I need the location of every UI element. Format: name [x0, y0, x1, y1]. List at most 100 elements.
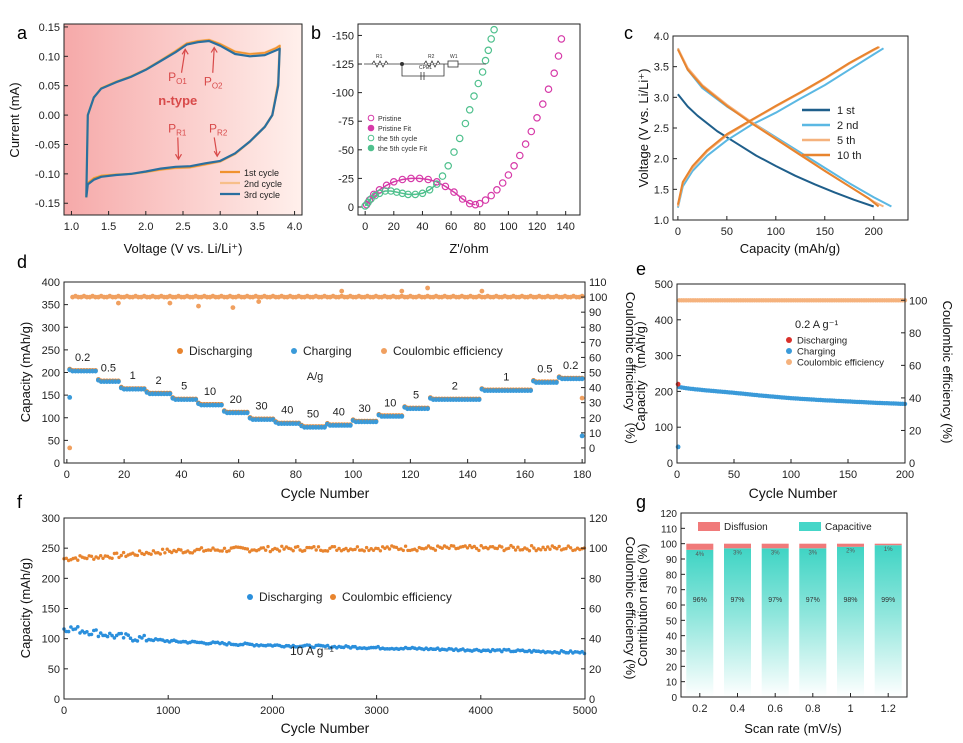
series-line-3rd-cycle [85, 39, 281, 198]
x-tick-label: 80 [290, 469, 302, 481]
legend-label: the 5th cycle [378, 136, 417, 143]
legend-label: Charging [303, 344, 352, 358]
panel-letter-f: f [17, 492, 23, 512]
charge-point-outlier [579, 433, 585, 439]
discharge-point [112, 636, 117, 640]
y-tick-label-right: 100 [589, 292, 607, 304]
efficiency-point [511, 545, 515, 549]
efficiency-point [415, 549, 419, 553]
y-tick-label: -0.05 [35, 139, 60, 151]
efficiency-point [376, 546, 380, 551]
circuit-label: CPE1 [419, 65, 432, 71]
panel-c-charge-discharge-curves: 0 50 100 150 200 1.0 1.5 2.0 2.5 3.0 3.5 4.0 Capacit… [636, 31, 909, 256]
rate-label: 50 [307, 408, 319, 420]
panel-letter-a: a [17, 23, 28, 43]
efficiency-point [277, 549, 282, 553]
pristine-point [510, 162, 518, 170]
y-tick-label-right: 100 [909, 295, 927, 307]
legend-marker [381, 348, 387, 354]
charge-point [347, 423, 353, 428]
rate-label: 1 [503, 372, 509, 384]
x-axis-label: Scan rate (mV/s) [744, 721, 842, 736]
y-tick-label-right: 20 [589, 413, 601, 425]
discharge-point [98, 631, 103, 635]
x-tick-label: 150 [839, 469, 857, 481]
efficiency-point [96, 556, 101, 560]
charge-point [425, 406, 430, 412]
efficiency-point [543, 547, 548, 552]
diffusion-bar [761, 543, 789, 549]
y-tick-label: 250 [42, 543, 60, 555]
charge-point [579, 376, 585, 382]
charge-point-outlier [67, 395, 73, 400]
efficiency-point [165, 547, 169, 551]
y-tick-label-right: 70 [589, 337, 601, 349]
y-tick-label: 350 [42, 300, 60, 312]
legend-label: Coulombic efficiency [393, 344, 503, 358]
series-line-2nd [676, 47, 885, 208]
plot-frame [676, 283, 906, 464]
efficiency-point [220, 549, 224, 553]
pristine-point [407, 174, 415, 183]
rate-label: 0.2 [75, 352, 90, 364]
cycle5-point [478, 68, 487, 76]
efficiency-point [119, 553, 124, 558]
legend-marker [330, 594, 336, 600]
legend-marker [367, 124, 375, 132]
legend-label: Capacitive [825, 522, 872, 533]
charge-point [244, 410, 250, 416]
efficiency-point [115, 551, 119, 555]
cycle5-point [461, 119, 470, 128]
pristine-point [458, 195, 467, 203]
cycle5-point [404, 190, 412, 199]
capacitive-value-label: 97% [806, 597, 820, 604]
y-tick-label-right: 10 [589, 428, 601, 440]
efficiency-point [282, 547, 286, 551]
legend-label: 5 th [837, 135, 855, 147]
pristine-point [554, 52, 563, 60]
x-axis-label: Voltage (V vs. Li/Li⁺) [124, 241, 243, 256]
panel-a-cv-curves: 1.0 1.5 2.0 2.5 3.0 3.5 4.0 -0.15 -0.10 -0.05 0.00… [7, 22, 303, 256]
diffusion-value-label: 3% [733, 550, 742, 556]
legend-marker [367, 114, 375, 122]
cycle5-point [474, 79, 483, 88]
diffusion-value-label: 1% [884, 547, 893, 553]
y-tick-label: 150 [42, 390, 60, 402]
legend-label: Disffusion [724, 522, 768, 533]
pristine-point [475, 199, 484, 208]
efficiency-point [163, 551, 167, 555]
efficiency-point [296, 544, 300, 549]
warburg-w1 [447, 60, 459, 68]
efficiency-point [378, 549, 383, 553]
x-tick-label: 120 [401, 469, 419, 481]
efficiency-point [266, 544, 270, 549]
efficiency-point [131, 551, 135, 555]
cycle5-point [418, 189, 427, 198]
y-tick-label-right: 0 [909, 458, 915, 470]
capacitive-bar [724, 548, 751, 697]
efficiency-point [403, 544, 408, 548]
discharge-point [96, 634, 101, 639]
legend-marker [786, 359, 792, 365]
discharge-point [89, 632, 94, 637]
y-tick-label: 40 [666, 632, 678, 643]
diffusion-bar [837, 543, 864, 547]
x-tick-label: 120 [528, 221, 546, 233]
efficiency-point-outlier [67, 445, 73, 451]
y-tick-label-right: 40 [909, 393, 921, 405]
x-tick-label: 2000 [260, 705, 284, 717]
efficiency-point [289, 547, 293, 551]
legend-label: Pristine Fit [378, 126, 411, 133]
charge-point [167, 391, 173, 397]
discharge-point [126, 633, 130, 637]
x-axis-label: Capacity (mAh/g) [740, 241, 840, 256]
y-tick-label: 300 [42, 322, 60, 334]
y-tick-label: 200 [655, 386, 673, 398]
y-tick-label: -150 [332, 30, 354, 42]
y-tick-label: 10 [666, 678, 678, 689]
efficiency-point [280, 544, 284, 548]
x-tick-label: 1.5 [101, 221, 116, 233]
cycle5-point [425, 186, 434, 194]
plot-frame [63, 517, 586, 700]
rate-label: 30 [255, 401, 267, 413]
